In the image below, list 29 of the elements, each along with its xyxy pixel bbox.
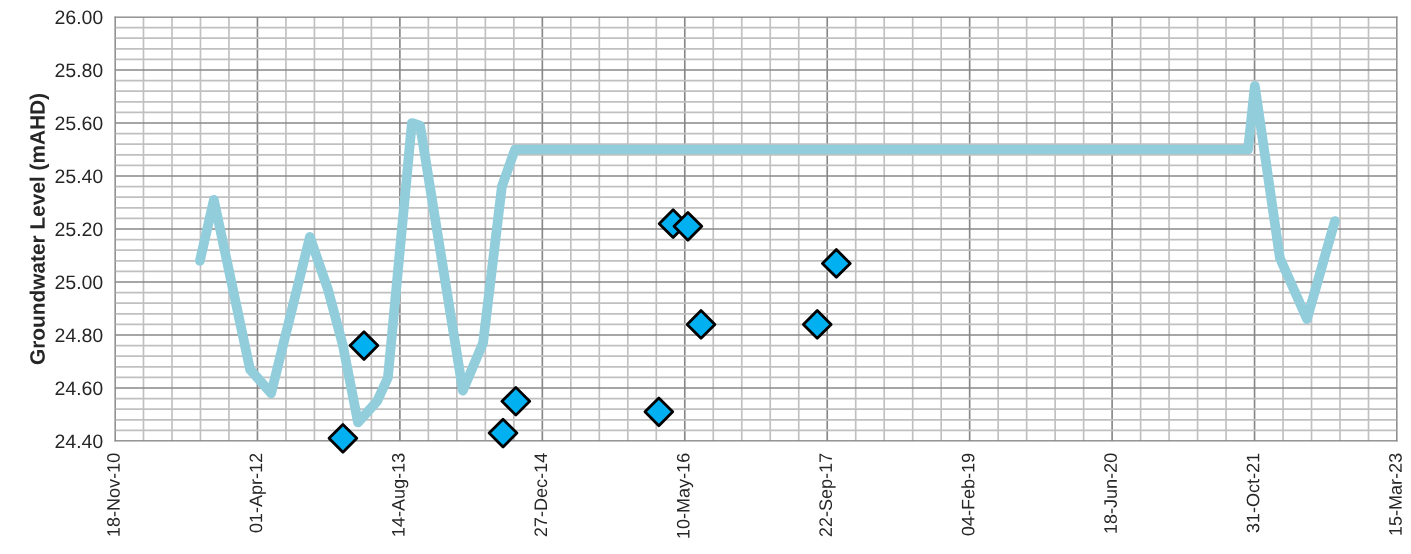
- y-tick-label: 25.00: [55, 275, 103, 290]
- point: [348, 330, 380, 361]
- y-tick-label: 24.60: [55, 381, 103, 396]
- y-tick-label: 24.40: [55, 434, 103, 449]
- point: [487, 417, 519, 449]
- x-tick-label: 14-Aug-13: [391, 453, 409, 536]
- point: [821, 248, 852, 279]
- point: [643, 396, 675, 428]
- point: [801, 309, 833, 340]
- x-tick-label: 22-Sep-17: [819, 453, 836, 537]
- y-tick-label: 25.60: [55, 116, 103, 131]
- x-tick-label: 27-Dec-14: [534, 453, 548, 537]
- x-tick-label: 31-Oct-21: [1246, 453, 1260, 533]
- x-tick-label: 18-Nov-10: [107, 453, 120, 536]
- x-tick-label: 10-May-16: [676, 453, 694, 538]
- point: [672, 211, 704, 242]
- x-tick-label: 15-Mar-23: [1389, 453, 1402, 535]
- point: [685, 309, 717, 340]
- y-tick-label: 25.40: [55, 169, 103, 184]
- y-axis-title: Groundwater Level (mAHD): [29, 94, 49, 365]
- x-tick-label: 04-Feb-19: [961, 453, 975, 536]
- x-tick-label: 18-Jun-20: [1104, 453, 1117, 533]
- x-tick-label: 01-Apr-12: [249, 453, 266, 533]
- point: [500, 385, 532, 417]
- y-tick-label: 26.00: [55, 10, 103, 25]
- y-tick-label: 25.80: [55, 63, 103, 78]
- y-tick-label: 24.80: [55, 328, 103, 343]
- point: [327, 423, 359, 454]
- y-tick-label: 25.20: [55, 222, 103, 237]
